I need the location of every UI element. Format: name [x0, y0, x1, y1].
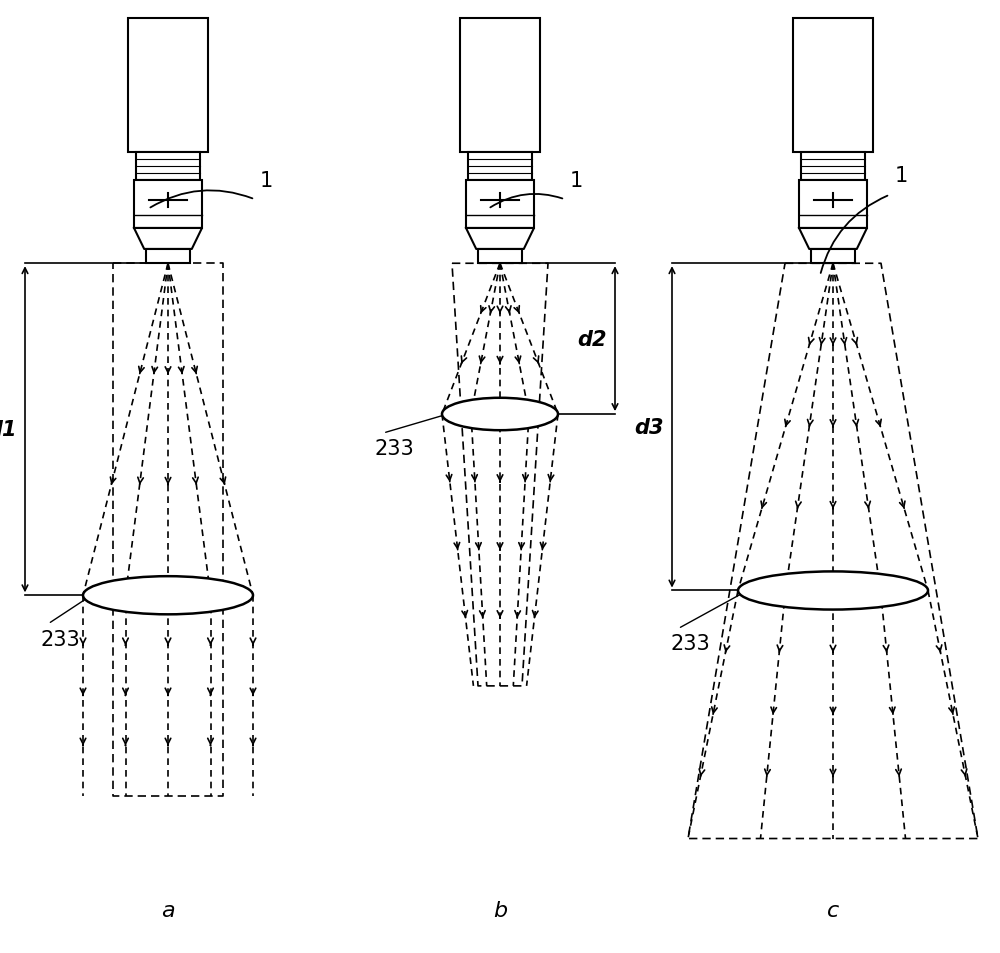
- Text: 1: 1: [895, 166, 908, 186]
- Ellipse shape: [442, 398, 558, 431]
- Bar: [468, 152, 532, 181]
- Bar: [136, 152, 200, 181]
- Bar: [799, 181, 867, 229]
- Ellipse shape: [83, 577, 253, 615]
- Bar: [466, 181, 534, 229]
- Text: 1: 1: [260, 171, 273, 191]
- Text: d2: d2: [578, 330, 607, 349]
- Bar: [128, 19, 208, 152]
- Bar: [811, 250, 855, 264]
- Text: c: c: [827, 900, 839, 920]
- Bar: [801, 152, 865, 181]
- Bar: [146, 250, 190, 264]
- Bar: [134, 181, 202, 229]
- Text: d3: d3: [635, 417, 664, 437]
- Text: 233: 233: [375, 438, 415, 458]
- Text: 233: 233: [40, 629, 80, 649]
- Text: b: b: [493, 900, 507, 920]
- Text: a: a: [161, 900, 175, 920]
- Text: 233: 233: [670, 634, 710, 654]
- Bar: [793, 19, 873, 152]
- Bar: [460, 19, 540, 152]
- Text: d1: d1: [0, 420, 17, 439]
- Bar: [478, 250, 522, 264]
- Text: 1: 1: [570, 171, 583, 191]
- Ellipse shape: [738, 572, 928, 610]
